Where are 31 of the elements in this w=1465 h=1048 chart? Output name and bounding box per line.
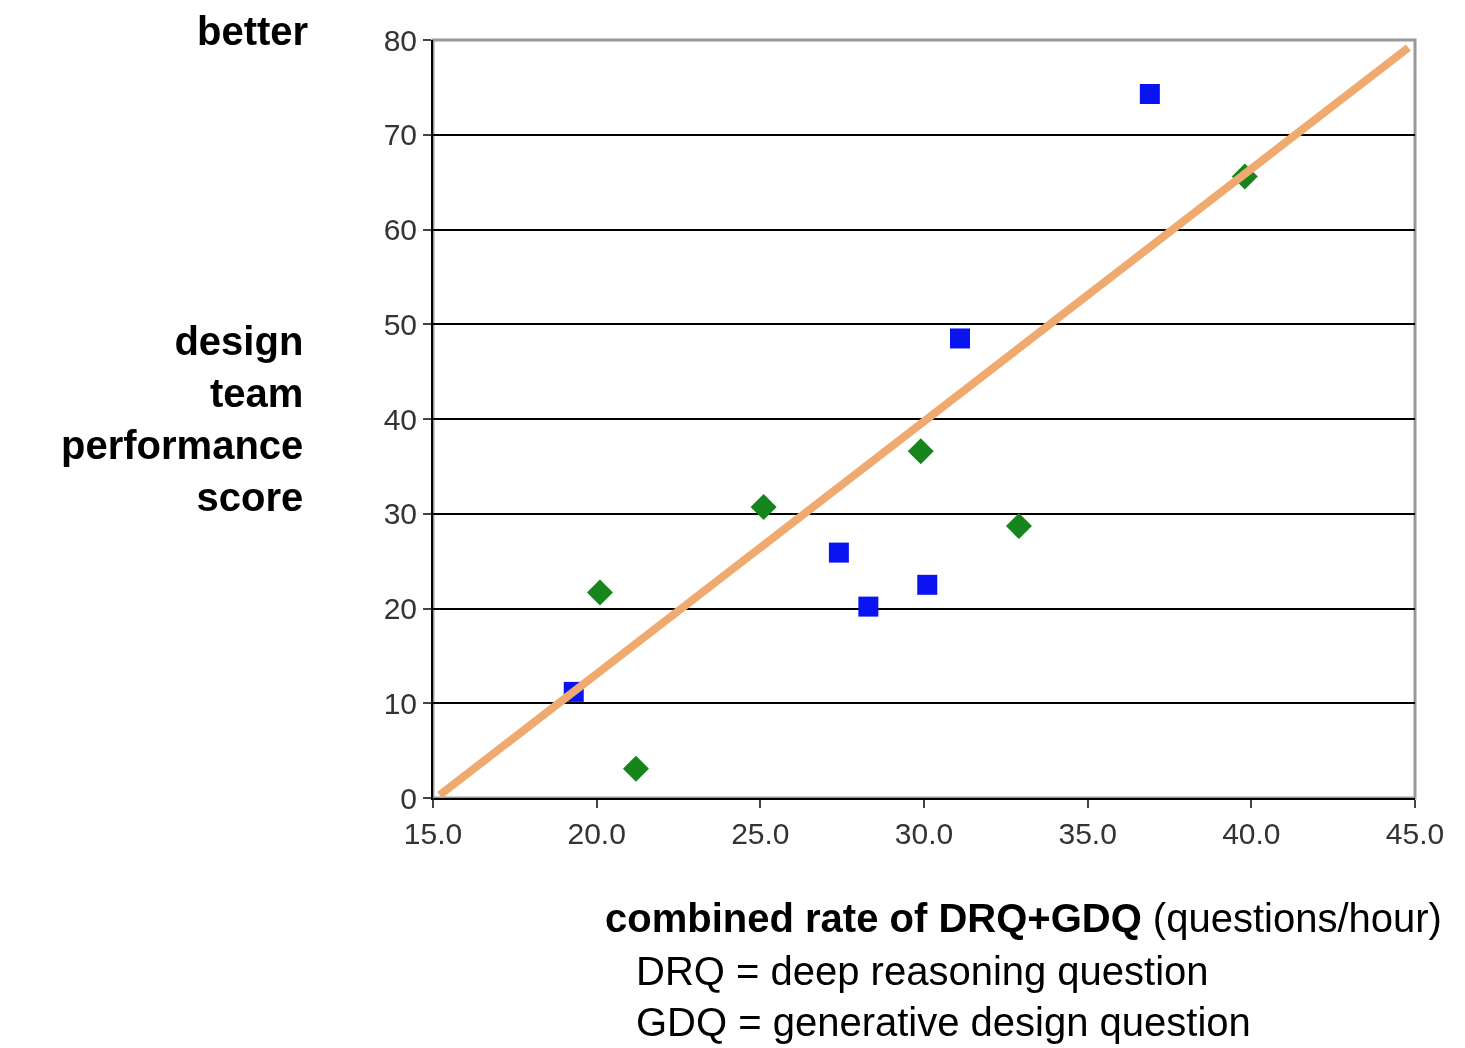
x-tick-label: 40.0 (1222, 817, 1281, 850)
x-tick-label: 15.0 (403, 817, 463, 850)
point (622, 755, 649, 782)
y-tick-label: 20 (383, 592, 417, 625)
y-tick-label: 60 (383, 213, 417, 246)
point (858, 596, 879, 617)
y-tick-label: 0 (400, 781, 417, 815)
y-tick-label: 50 (383, 307, 417, 341)
point (750, 494, 777, 521)
point (586, 579, 613, 606)
point (1139, 84, 1160, 105)
point (907, 438, 934, 465)
text: DRQ = deep reasoning question (636, 949, 1209, 993)
point (917, 574, 938, 595)
text: better (197, 9, 309, 53)
point (828, 542, 849, 563)
y-axis-title: design team performance score (61, 319, 304, 519)
x-tick-label: 20.0 (567, 817, 626, 850)
x-tick-label: 30.0 (894, 817, 954, 850)
y-tick-label: 30 (383, 497, 417, 531)
y-tick-label: 80 (383, 23, 417, 57)
text: GDQ = generative design question (636, 1000, 1251, 1044)
point (1005, 513, 1032, 540)
y-tick-label: 40 (383, 402, 417, 436)
y-tick-label: 70 (383, 118, 417, 152)
y-tick-label: 10 (383, 686, 417, 720)
x-tick-label: 25.0 (731, 817, 790, 850)
x-tick-label: 45.0 (1385, 817, 1445, 850)
x-axis-title: combined rate of DRQ+GDQ (questions/hour) (605, 896, 1442, 940)
point (950, 328, 971, 349)
x-tick-label: 35.0 (1058, 817, 1117, 850)
